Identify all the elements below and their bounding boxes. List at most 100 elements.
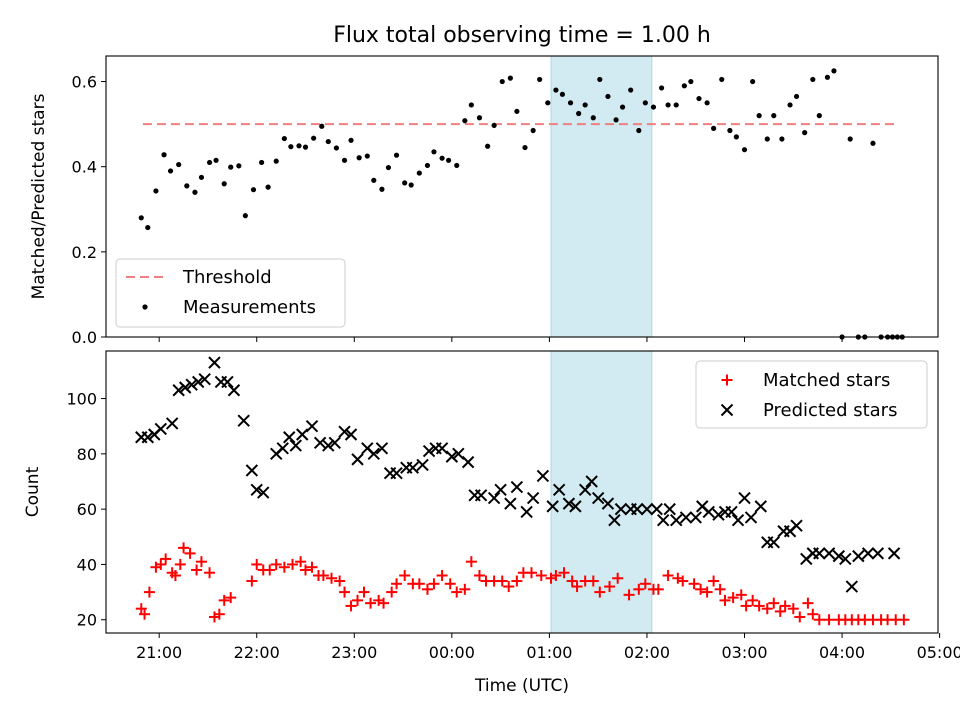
measurement-point [333,145,339,151]
measurement-point [385,164,392,171]
measurement-point [741,147,748,153]
predicted-point [208,356,221,369]
cross-stroke-b [237,414,250,427]
cross-stroke-b [562,497,576,510]
measurement-point [628,87,634,93]
cross-stroke-b [375,442,389,455]
cross-stroke-b [344,428,358,441]
predicted-point [845,580,859,593]
cross-stroke-b [670,513,683,527]
measurement-point [771,113,777,119]
predicted-point [328,436,341,449]
matched-point [326,572,338,584]
cross-stroke-b [416,458,429,472]
cross-stroke-b [871,547,885,560]
predicted-point [237,414,250,427]
matched-point [566,575,578,587]
predicted-point [640,502,654,516]
measurement-point [582,102,588,108]
cross-stroke-b [790,519,803,532]
matched-point [143,586,155,598]
predicted-point [245,464,259,477]
measurement-point [530,127,536,134]
matched-point [139,608,151,620]
cross-stroke-b [250,483,263,496]
predicted-point [520,505,533,519]
predicted-point [178,381,192,394]
y-tick-label: 80 [77,445,97,464]
matched-point [612,572,624,584]
predicted-point [832,549,846,563]
y-tick-label: 0.0 [72,328,97,347]
measurement-point [696,95,702,102]
cross-stroke-b [608,513,621,527]
predicted-point [822,547,836,560]
matched-point [160,553,172,565]
predicted-point [510,480,524,494]
predicted-point [305,419,319,433]
measurement-point [545,100,551,106]
matched-point [774,605,786,617]
measurement-point [311,135,317,141]
matched-point [779,600,791,612]
cross-stroke-b [185,378,198,391]
cross-stroke-b [614,502,628,516]
measurement-point [779,136,785,142]
measurement-point [221,181,227,187]
predicted-point [487,491,501,505]
cross-stroke-b [552,483,566,496]
cross-stroke-b [861,547,875,560]
y-tick-label: 20 [77,611,97,630]
matched-point [747,594,759,606]
matched-point [421,583,433,595]
predicted-point [725,505,738,519]
cross-stroke-b [845,580,859,593]
measurement-point [379,186,385,192]
cross-stroke-b [313,436,327,449]
cross-stroke-b [679,511,693,524]
matched-point [352,594,364,606]
measurement-point [597,76,603,83]
matched-point [386,586,398,598]
matched-point [735,589,747,601]
cross-stroke-b [191,375,205,389]
predicted-point [526,491,540,505]
cross-stroke-b [738,491,751,505]
top-x-ticks [158,337,843,342]
matched-point [558,567,570,579]
measurement-point [793,93,800,100]
legend-matched-swatch [721,374,733,386]
measurement-point [439,155,445,161]
measurement-point [198,174,205,180]
matched-point [218,594,230,606]
predicted-point [452,447,465,461]
measurement-point [650,104,657,110]
measurement-point [704,100,710,106]
measurement-point [348,137,354,143]
matched-point [155,558,167,570]
measurement-point [167,168,174,174]
predicted-point [614,502,628,516]
x-tick-label: 04:00 [819,643,865,662]
measurement-point [356,155,362,161]
cross-stroke-b [510,480,524,494]
matched-point [535,569,547,581]
measurement-point [485,143,491,149]
cross-stroke-b [663,502,676,516]
measurement-point [802,130,808,136]
cross-stroke-b [435,442,449,455]
predicted-point [767,536,780,549]
x-tick-label: 22:00 [234,643,280,662]
measurement-point [764,136,770,142]
predicted-point [790,519,803,532]
matched-point [708,575,720,587]
measurement-point [727,127,733,134]
measurement-point [870,140,876,146]
predicted-point [578,483,592,496]
matched-point [813,614,825,626]
predicted-point [416,458,429,472]
cross-stroke-b [322,439,335,452]
predicted-point [257,486,270,499]
predicted-point [154,422,168,436]
cross-stroke-b [227,384,241,397]
